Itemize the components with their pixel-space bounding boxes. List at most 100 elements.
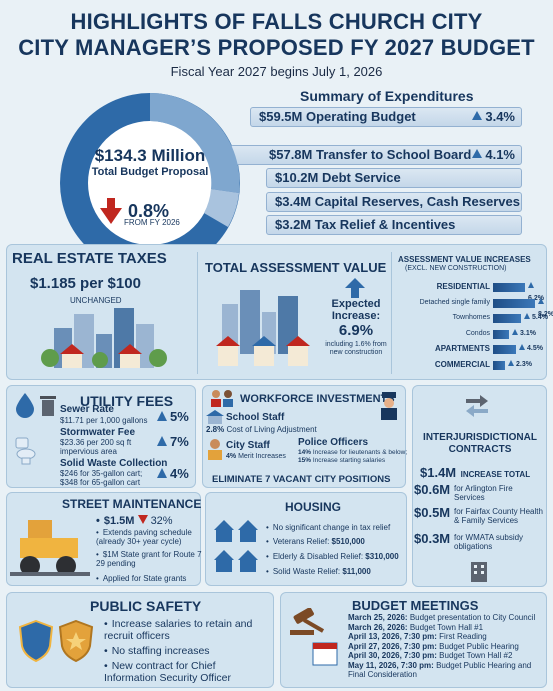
street-item: $1M State grant for Route 7 29 pending	[96, 550, 202, 568]
up-arrow-icon	[472, 149, 483, 158]
assessment-increase-bar	[493, 283, 525, 292]
expenditure-change: 4.1%	[472, 146, 515, 164]
police-title: Police Officers	[298, 437, 369, 448]
budget-meetings-panel	[280, 592, 547, 688]
housing-title: HOUSING	[285, 500, 342, 514]
meeting-item: April 27, 2026, 7:30 pm: Budget Public H…	[348, 641, 519, 651]
interjurisdictional-panel	[412, 385, 547, 587]
real-estate-title: REAL ESTATE TAXES	[12, 250, 167, 267]
safety-item: New contract for Chief Information Secur…	[104, 660, 264, 684]
assessment-increase-row: Condos 3.1%	[398, 328, 548, 340]
sewer-detail: $11.71 per 1,000 gallons	[60, 416, 148, 425]
assessment-title: TOTAL ASSESSMENT VALUE	[205, 260, 387, 275]
expenditure-bar-tax-relief: $3.2M Tax Relief & Incentives	[266, 215, 522, 235]
police-badge-icon	[58, 620, 94, 662]
meeting-item: March 26, 2026: Budget Town Hall #1	[348, 622, 484, 632]
school-staff-detail: 2.8% Cost of Living Adjustment	[206, 425, 317, 434]
expenditure-change: 3.4%	[472, 108, 515, 126]
street-item: Applied for State grants	[96, 574, 200, 583]
assessment-increase-label: COMMERCIAL	[434, 359, 490, 369]
assessment-increase-row: Detached single family 8.2%	[398, 297, 553, 318]
workforce-title: WORKFORCE INVESTMENTS	[240, 393, 395, 405]
stormwater-title: Stormwater Fee	[60, 427, 136, 438]
expenditure-label: $10.2M Debt Service	[275, 170, 401, 185]
up-arrow-icon	[345, 278, 365, 298]
assessment-increase-value: 6.2%	[528, 281, 548, 305]
donut-center: $134.3 Million Total Budget Proposal	[70, 146, 230, 178]
safety-item: Increase salaries to retain and recruit …	[104, 618, 264, 642]
assessment-increase-label: APARTMENTS	[435, 344, 490, 353]
assessment-increase-row: APARTMENTS 4.5%	[398, 343, 548, 355]
waste-change: 4%	[157, 466, 189, 481]
city-staff-icon	[208, 439, 222, 460]
up-arrow-icon	[472, 111, 483, 120]
street-item: Extends paving schedule (already 30+ yea…	[96, 528, 196, 546]
police-detail-1: 14% Increase for lieutenants & below;	[298, 449, 408, 456]
waste-detail: $246 for 35-gallon cart; $348 for 65-gal…	[60, 469, 143, 487]
safety-item: No staffing increases	[104, 645, 264, 657]
assessment-increase-label: Detached single family	[419, 298, 490, 306]
assessment-increase-bar	[493, 314, 521, 323]
expenditure-label: $59.5M Operating Budget	[259, 109, 416, 124]
assessment-increase-value: 2.3%	[508, 359, 532, 371]
assessment-increases-title: ASSESSMENT VALUE INCREASES	[398, 255, 531, 264]
housing-item: No significant change in tax relief	[266, 523, 390, 532]
assessment-increase-label: Townhomes	[452, 314, 490, 321]
real-estate-status: UNCHANGED	[70, 296, 122, 305]
street-title: STREET MAINTENANCE	[62, 497, 202, 511]
assessment-increase-row: Townhomes 5.4%	[398, 312, 548, 324]
neighborhood-icon	[216, 290, 310, 366]
expenditure-bar-debt: $10.2M Debt Service	[266, 168, 522, 188]
paving-machine-icon	[10, 520, 90, 576]
assessment-increase-value: 5.4%	[524, 312, 548, 324]
budget-change: 0.8% FROM FY 2026	[100, 198, 180, 227]
page-title-line2: CITY MANAGER’S PROPOSED FY 2027 BUDGET	[18, 35, 535, 60]
toilet-icon	[15, 437, 36, 465]
up-arrow-icon	[157, 436, 167, 446]
interjurisdictional-total: $1.4M INCREASE TOTAL	[420, 465, 531, 480]
budget-change-value: 0.8%	[128, 200, 170, 221]
budget-change-from: FROM FY 2026	[124, 218, 180, 227]
assessment-increase-bar	[493, 329, 509, 339]
meeting-item: April 13, 2026, 7:30 pm: First Reading	[348, 632, 487, 641]
assessment-increase-label: RESIDENTIAL	[436, 282, 490, 291]
assessment-expected-label: Expected Increase:	[331, 298, 381, 322]
shield-icon	[18, 620, 54, 662]
assessment-note: including 1.6% from new construction	[325, 341, 387, 356]
page-title-line1: HIGHLIGHTS OF FALLS CHURCH CITY	[70, 9, 483, 34]
budget-meetings-title: BUDGET MEETINGS	[352, 598, 479, 613]
interjurisdictional-title-1: INTERJURISDICTIONAL	[423, 432, 537, 443]
stormwater-detail: $23.36 per 200 sq ft impervious area	[60, 438, 132, 456]
street-amount: $1.5M 32%	[96, 515, 173, 527]
utility-title: UTILITY FEES	[80, 393, 174, 409]
trash-can-icon	[40, 396, 56, 416]
gavel-icon	[290, 608, 325, 635]
assessment-increase-label: Condos	[465, 329, 490, 337]
assessment-increase-value: 4.5%	[519, 343, 543, 355]
public-safety-title: PUBLIC SAFETY	[90, 598, 202, 614]
assessment-increase-bar	[493, 298, 535, 308]
assessment-expected-value: 6.9%	[338, 322, 374, 339]
assessment-increase-row: RESIDENTIAL 6.2%	[398, 281, 548, 302]
city-staff-detail: 4% Merit Increases	[226, 453, 286, 460]
real-estate-rate: $1.185 per $100	[30, 275, 141, 292]
water-drop-icon	[16, 393, 34, 418]
police-detail-2: 15% Increase starting salaries	[298, 457, 386, 464]
interjurisdictional-title-2: CONTRACTS	[448, 444, 512, 455]
building-icon	[471, 562, 487, 582]
down-arrow-icon	[100, 198, 122, 224]
people-icon	[211, 390, 233, 407]
up-arrow-icon	[157, 411, 167, 421]
budget-total-label: Total Budget Proposal	[91, 166, 209, 178]
expenditures-title: Summary of Expenditures	[300, 88, 474, 104]
sewer-change: 5%	[157, 409, 189, 424]
police-officer-icon	[381, 392, 397, 420]
city-staff-title: City Staff	[226, 440, 270, 451]
meeting-item: May 11, 2026, 7:30 pm: Budget Public Hea…	[348, 660, 532, 680]
up-arrow-icon	[157, 468, 167, 478]
exchange-icon	[466, 395, 488, 417]
down-arrow-icon	[137, 515, 148, 524]
workforce-footer: ELIMINATE 7 VACANT CITY POSITIONS	[212, 474, 391, 485]
houses-icon	[214, 520, 258, 572]
expenditure-label: $3.2M Tax Relief & Incentives	[275, 217, 456, 232]
